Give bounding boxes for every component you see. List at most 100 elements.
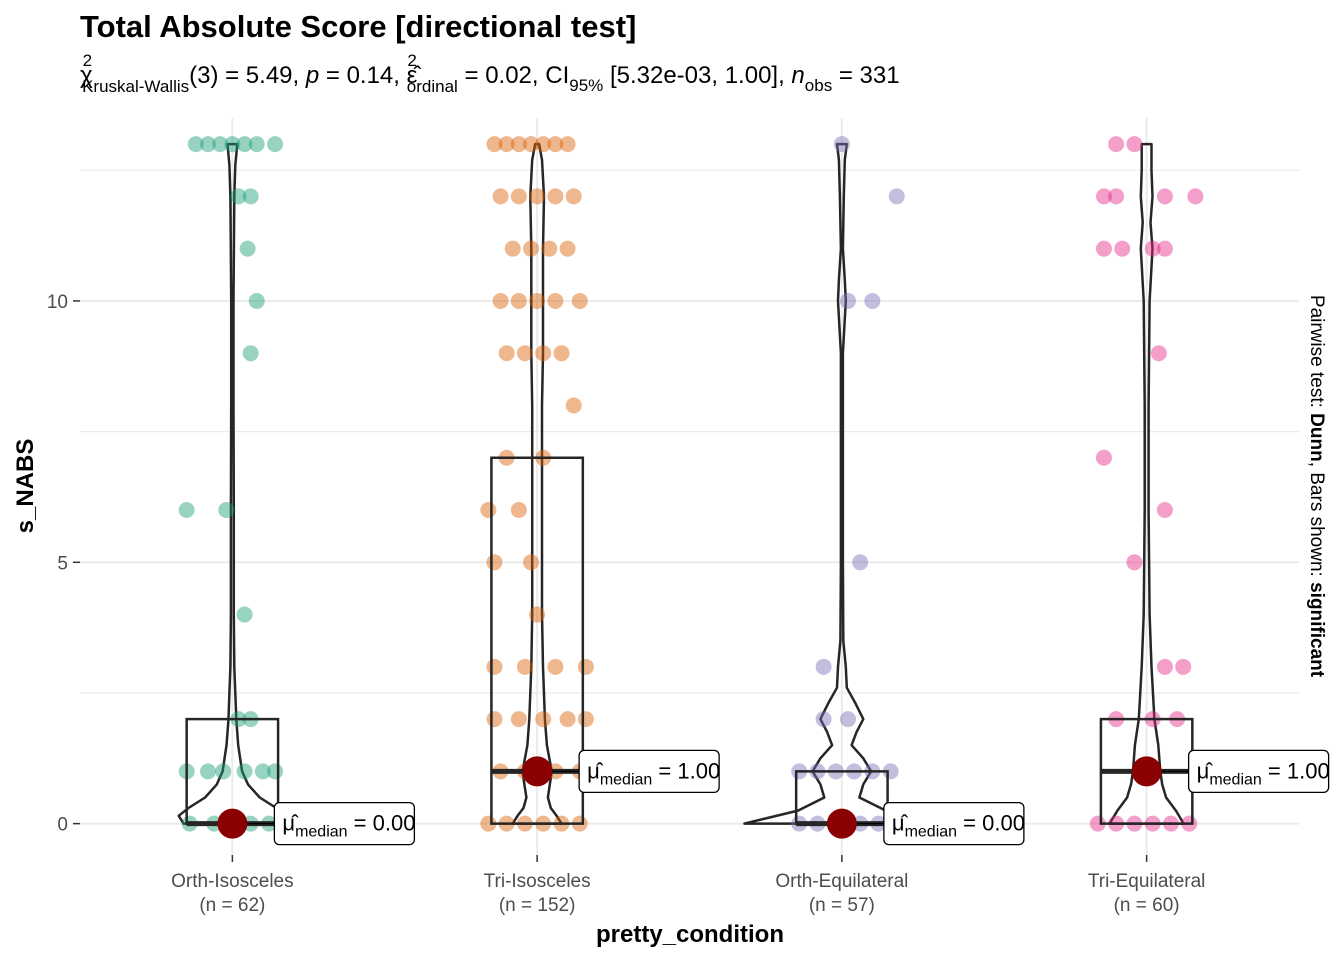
median-markers: μ̂median = 0.00μ̂median = 1.00μ̂median =… [217, 749, 1330, 846]
data-point [1114, 240, 1131, 257]
data-point [504, 240, 521, 257]
data-point [1156, 658, 1173, 675]
data-point [267, 763, 284, 780]
median-label-sub: median [1209, 771, 1261, 788]
ci-value: [5.32e-03, 1.00], [603, 62, 791, 89]
grid-lines [80, 118, 1299, 855]
data-point [571, 292, 588, 309]
data-point [565, 397, 582, 414]
data-point [547, 292, 564, 309]
data-point [516, 345, 533, 362]
y-tick-label: 0 [57, 815, 68, 836]
median-dot [522, 756, 553, 787]
chi-sub: Kruskal-Wallis [82, 77, 189, 96]
chart-subtitle: χ2 Kruskal-Wallis(3) = 5.49, p = 0.14, ε̂… [80, 51, 900, 96]
median-label-value: = 1.00 [652, 758, 720, 783]
data-point [486, 658, 503, 675]
x-tick-n-label: (n = 60) [1114, 895, 1180, 916]
data-point [547, 658, 564, 675]
data-point [1095, 240, 1112, 257]
data-point [486, 711, 503, 728]
x-axis-title: pretty_condition [596, 921, 784, 948]
x-tick-label: Orth-Equilateral [775, 871, 908, 892]
data-point [535, 345, 552, 362]
data-point [839, 711, 856, 728]
data-point [1144, 240, 1161, 257]
data-point [523, 554, 540, 571]
data-point [1108, 136, 1125, 153]
caption-bars: significant [1306, 582, 1327, 678]
y-axis-title: s_NABS [12, 439, 39, 534]
data-points [178, 136, 1204, 832]
data-point [498, 345, 515, 362]
median-label-box [883, 801, 1025, 846]
x-tick-label: Tri-Equilateral [1088, 871, 1206, 892]
p-symbol: p [305, 62, 319, 89]
n-value: = 331 [832, 62, 899, 89]
data-point [236, 136, 253, 153]
caption-prefix: Pairwise test: [1306, 295, 1327, 413]
data-point [815, 711, 832, 728]
data-point [510, 292, 527, 309]
data-point [212, 136, 229, 153]
chart-title: Total Absolute Score [directional test] [80, 9, 636, 44]
median-dot [217, 808, 248, 839]
data-point [1150, 345, 1167, 362]
data-point [523, 136, 540, 153]
data-point [559, 136, 576, 153]
median-dot [1131, 756, 1162, 787]
data-point [1126, 554, 1143, 571]
data-point [1108, 188, 1125, 205]
data-point [1156, 188, 1173, 205]
caption-test: Dunn [1306, 413, 1327, 462]
data-point [577, 711, 594, 728]
data-point [267, 136, 284, 153]
data-point [236, 763, 253, 780]
median-label-box [578, 749, 720, 794]
median-label-text: μ̂median = 1.00 [1197, 758, 1330, 788]
data-point [510, 188, 527, 205]
box-2 [490, 456, 585, 825]
median-label-value: = 0.00 [348, 811, 416, 836]
data-point [547, 188, 564, 205]
data-point [1187, 188, 1204, 205]
data-point [888, 188, 905, 205]
median-label-symbol: μ̂ [282, 811, 299, 836]
data-point [529, 606, 546, 623]
n-sub: obs [805, 76, 832, 95]
data-point [559, 240, 576, 257]
data-point [1095, 188, 1112, 205]
data-point [254, 763, 271, 780]
epsilon-sub: ordinal [407, 77, 458, 96]
data-point [852, 554, 869, 571]
median-label-text: μ̂median = 0.00 [892, 811, 1025, 841]
data-point [547, 136, 564, 153]
y-axis-ticks: 0 5 10 [47, 292, 80, 836]
data-point [577, 658, 594, 675]
median-label-box [273, 801, 416, 846]
median-label-symbol: μ̂ [587, 758, 604, 783]
data-point [529, 188, 546, 205]
data-point [535, 136, 552, 153]
epsilon-sup: 2 [407, 51, 416, 70]
data-point [559, 711, 576, 728]
x-tick-n-label: (n = 62) [199, 895, 265, 916]
median-label-text: μ̂median = 1.00 [587, 758, 720, 788]
data-point [486, 554, 503, 571]
data-point [510, 136, 527, 153]
data-point [215, 763, 232, 780]
data-point [1126, 136, 1143, 153]
data-point [1156, 502, 1173, 519]
data-point [199, 763, 216, 780]
data-point [492, 188, 509, 205]
data-point [510, 711, 527, 728]
data-point [492, 292, 509, 309]
x-tick-n-label: (n = 152) [499, 895, 576, 916]
x-tick-label: Orth-Isosceles [171, 871, 293, 892]
x-tick-label: Tri-Isosceles [484, 871, 591, 892]
data-point [248, 136, 265, 153]
ci-sub: 95% [569, 76, 603, 95]
median-dot [826, 808, 857, 839]
n-symbol: n [791, 62, 804, 89]
